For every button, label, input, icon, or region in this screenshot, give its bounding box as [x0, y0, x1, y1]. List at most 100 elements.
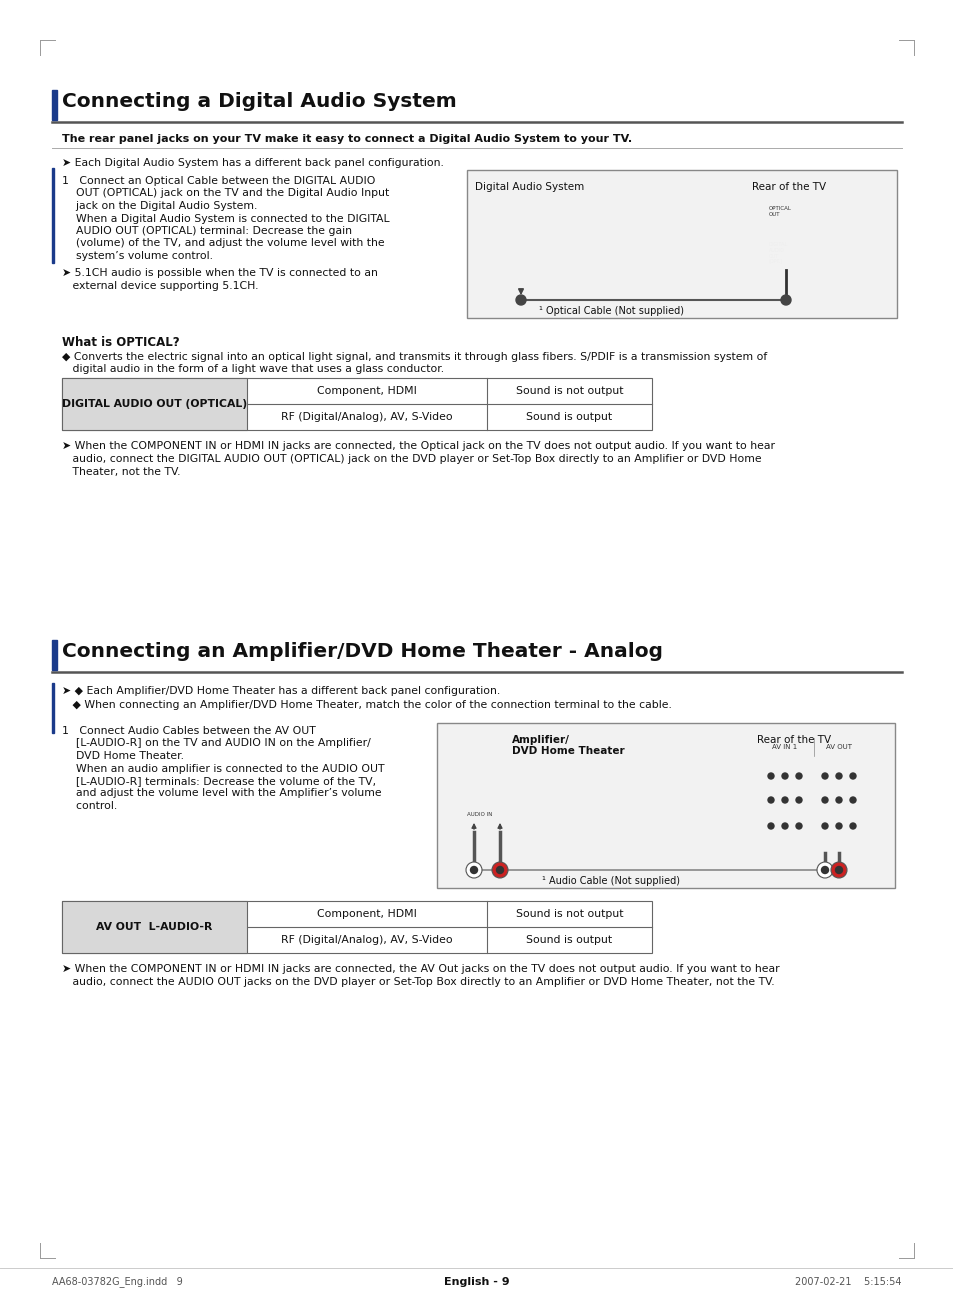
- Circle shape: [831, 819, 845, 833]
- Text: Component, HDMI: Component, HDMI: [316, 909, 416, 919]
- Text: Amplifier/: Amplifier/: [512, 735, 569, 745]
- Text: AV OUT: AV OUT: [825, 744, 851, 750]
- Bar: [459, 807, 499, 816]
- Text: 1   Connect Audio Cables between the AV OUT: 1 Connect Audio Cables between the AV OU…: [62, 726, 315, 736]
- Bar: [52, 640, 57, 670]
- Circle shape: [767, 774, 773, 779]
- Circle shape: [465, 787, 481, 803]
- Text: audio, connect the DIGITAL AUDIO OUT (OPTICAL) jack on the DVD player or Set-Top: audio, connect the DIGITAL AUDIO OUT (OP…: [62, 454, 760, 463]
- Text: Connecting a Digital Audio System: Connecting a Digital Audio System: [62, 92, 456, 112]
- Text: 1   Connect an Optical Cable between the DIGITAL AUDIO: 1 Connect an Optical Cable between the D…: [62, 177, 375, 186]
- Text: digital audio in the form of a light wave that uses a glass conductor.: digital audio in the form of a light wav…: [62, 363, 444, 374]
- Circle shape: [781, 295, 790, 305]
- Bar: [52, 167, 54, 263]
- Text: ➤ When the COMPONENT IN or HDMI IN jacks are connected, the Optical jack on the : ➤ When the COMPONENT IN or HDMI IN jacks…: [62, 441, 774, 450]
- Circle shape: [817, 819, 831, 833]
- Circle shape: [831, 768, 845, 783]
- Circle shape: [830, 862, 846, 877]
- Bar: [0, 1268, 953, 1298]
- Circle shape: [763, 793, 778, 807]
- Text: AUDIO IN: AUDIO IN: [467, 813, 492, 816]
- Text: Component, HDMI: Component, HDMI: [316, 386, 416, 396]
- Text: Sound is output: Sound is output: [526, 935, 612, 945]
- Text: Sound is output: Sound is output: [526, 411, 612, 422]
- Circle shape: [817, 793, 831, 807]
- Bar: [506, 204, 535, 218]
- Bar: [757, 739, 871, 853]
- Text: DIGITAL AUDIO OUT (OPTICAL): DIGITAL AUDIO OUT (OPTICAL): [62, 398, 247, 409]
- Circle shape: [781, 774, 787, 779]
- Circle shape: [849, 823, 855, 829]
- Bar: [757, 739, 871, 755]
- Circle shape: [791, 793, 805, 807]
- Circle shape: [492, 862, 507, 877]
- Circle shape: [481, 200, 503, 222]
- Text: jack on the Digital Audio System.: jack on the Digital Audio System.: [62, 201, 257, 212]
- Circle shape: [845, 768, 859, 783]
- Circle shape: [778, 768, 791, 783]
- Circle shape: [465, 862, 481, 877]
- Text: [L-AUDIO-R] terminals: Decrease the volume of the TV,: [L-AUDIO-R] terminals: Decrease the volu…: [62, 776, 375, 787]
- Circle shape: [795, 823, 801, 829]
- Text: Rear of the TV: Rear of the TV: [757, 735, 830, 745]
- Text: external device supporting 5.1CH.: external device supporting 5.1CH.: [62, 280, 258, 291]
- Text: English - 9: English - 9: [444, 1277, 509, 1288]
- Circle shape: [763, 768, 778, 783]
- Circle shape: [849, 774, 855, 779]
- Circle shape: [496, 867, 503, 874]
- Text: [L-AUDIO-R] on the TV and AUDIO IN on the Amplifier/: [L-AUDIO-R] on the TV and AUDIO IN on th…: [62, 739, 371, 749]
- Text: Rear of the TV: Rear of the TV: [751, 182, 825, 192]
- Circle shape: [831, 793, 845, 807]
- Circle shape: [516, 295, 525, 305]
- Text: (volume) of the TV, and adjust the volume level with the: (volume) of the TV, and adjust the volum…: [62, 239, 384, 248]
- Circle shape: [781, 797, 787, 803]
- Circle shape: [849, 797, 855, 803]
- Text: Sound is not output: Sound is not output: [516, 386, 622, 396]
- Text: OUT (OPTICAL) jack on the TV and the Digital Audio Input: OUT (OPTICAL) jack on the TV and the Dig…: [62, 188, 389, 199]
- Bar: [452, 745, 546, 767]
- Text: ➤ Each Digital Audio System has a different back panel configuration.: ➤ Each Digital Audio System has a differ…: [62, 158, 443, 167]
- Circle shape: [821, 797, 827, 803]
- Circle shape: [492, 787, 507, 803]
- Bar: [483, 236, 558, 286]
- Circle shape: [515, 265, 522, 273]
- Text: ¹ Optical Cable (Not supplied): ¹ Optical Cable (Not supplied): [538, 306, 683, 315]
- Text: Connecting an Amplifier/DVD Home Theater - Analog: Connecting an Amplifier/DVD Home Theater…: [62, 643, 662, 661]
- Text: AV IN 1: AV IN 1: [772, 744, 797, 750]
- Circle shape: [778, 819, 791, 833]
- Text: RF (Digital/Analog), AV, S-Video: RF (Digital/Analog), AV, S-Video: [281, 935, 453, 945]
- Text: ➤ When the COMPONENT IN or HDMI IN jacks are connected, the AV Out jacks on the : ➤ When the COMPONENT IN or HDMI IN jacks…: [62, 964, 779, 974]
- Text: ➤ ◆ Each Amplifier/DVD Home Theater has a different back panel configuration.: ➤ ◆ Each Amplifier/DVD Home Theater has …: [62, 687, 499, 696]
- Text: and adjust the volume level with the Amplifier’s volume: and adjust the volume level with the Amp…: [62, 788, 381, 798]
- Text: ◆ When connecting an Amplifier/DVD Home Theater, match the color of the connecti: ◆ When connecting an Amplifier/DVD Home …: [62, 700, 671, 710]
- Text: When an audio amplifier is connected to the AUDIO OUT: When an audio amplifier is connected to …: [62, 763, 384, 774]
- Bar: [52, 683, 54, 733]
- Text: When a Digital Audio System is connected to the DIGITAL: When a Digital Audio System is connected…: [62, 213, 389, 223]
- Bar: [62, 901, 651, 953]
- Text: What is OPTICAL?: What is OPTICAL?: [62, 336, 179, 349]
- Circle shape: [470, 790, 477, 800]
- Bar: [467, 170, 896, 318]
- Circle shape: [470, 867, 477, 874]
- Text: audio, connect the AUDIO OUT jacks on the DVD player or Set-Top Box directly to : audio, connect the AUDIO OUT jacks on th…: [62, 977, 774, 986]
- Circle shape: [835, 797, 841, 803]
- Bar: [52, 90, 57, 119]
- Text: system’s volume control.: system’s volume control.: [62, 251, 213, 261]
- Text: AV OUT  L-AUDIO-R: AV OUT L-AUDIO-R: [96, 922, 213, 932]
- Circle shape: [795, 774, 801, 779]
- Circle shape: [778, 793, 791, 807]
- Bar: [62, 378, 651, 430]
- Circle shape: [763, 819, 778, 833]
- Circle shape: [835, 823, 841, 829]
- Bar: [761, 188, 862, 283]
- Circle shape: [495, 265, 502, 273]
- Circle shape: [845, 793, 859, 807]
- Text: Sound is not output: Sound is not output: [516, 909, 622, 919]
- Text: Digital Audio System: Digital Audio System: [475, 182, 583, 192]
- Text: AA68-03782G_Eng.indd   9: AA68-03782G_Eng.indd 9: [52, 1276, 183, 1288]
- Text: DVD Home Theater.: DVD Home Theater.: [62, 752, 184, 761]
- Text: ¹ Audio Cable (Not supplied): ¹ Audio Cable (Not supplied): [541, 876, 679, 887]
- Circle shape: [835, 867, 841, 874]
- Bar: [436, 723, 894, 888]
- Bar: [452, 767, 546, 820]
